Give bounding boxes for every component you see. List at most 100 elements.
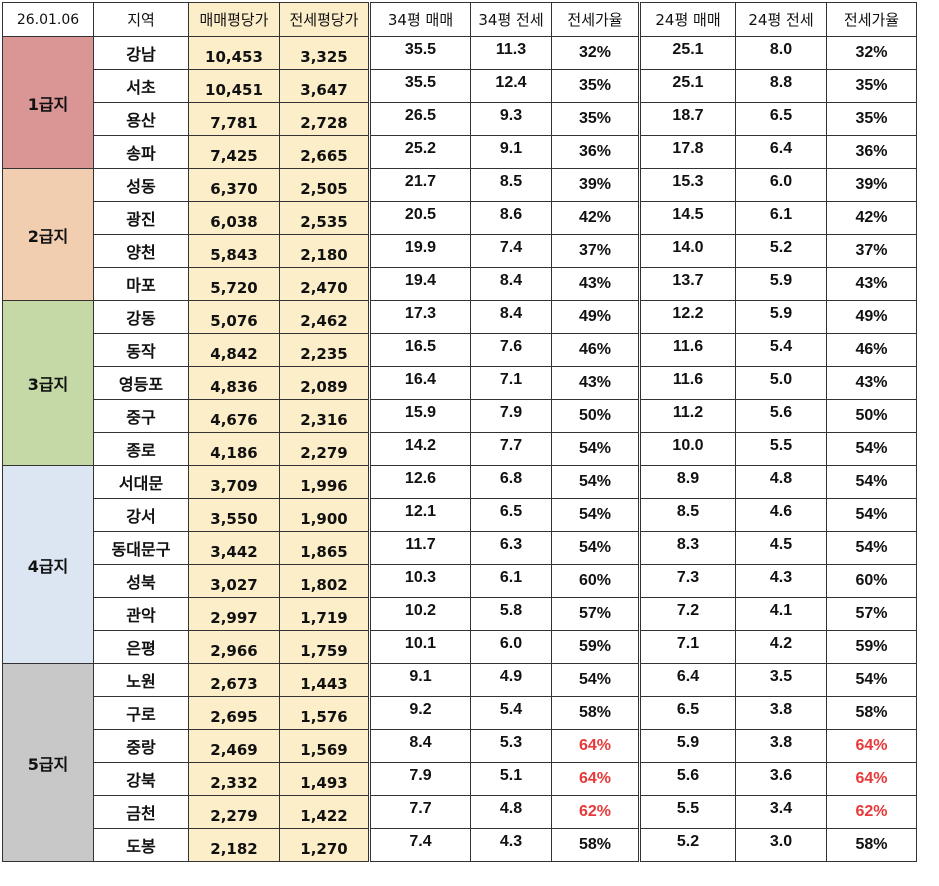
jeonse-per-pyeong-cell: 2,089 <box>279 366 370 400</box>
sale-34-cell: 26.5 <box>368 102 471 136</box>
jeonse-per-pyeong-cell: 2,728 <box>279 102 370 136</box>
jeonse-24-cell: 3.8 <box>735 696 827 730</box>
ratio-24-cell: 42% <box>826 201 917 235</box>
jeonse-34-cell: 6.1 <box>470 564 552 598</box>
table-row: 관악 2,997 1,719 10.2 5.8 57% 7.2 4.1 57% <box>3 597 917 631</box>
sale-per-pyeong-cell: 10,451 <box>188 69 280 103</box>
sale-per-pyeong-cell: 4,842 <box>188 333 280 367</box>
tier-label: 2급지 <box>2 168 94 301</box>
jeonse-24-cell: 8.0 <box>735 36 827 70</box>
ratio-24-cell: 32% <box>826 36 917 70</box>
region-cell: 성북 <box>93 564 189 598</box>
sale-per-pyeong-cell: 2,182 <box>188 828 280 862</box>
jeonse-per-pyeong-cell: 1,443 <box>279 663 370 697</box>
table-body: 1급지 강남 10,453 3,325 35.5 11.3 32% 25.1 8.0 32% 서초 1… <box>2 36 917 862</box>
sale-24-cell: 6.5 <box>638 696 736 730</box>
ratio-24-cell: 60% <box>826 564 917 598</box>
jeonse-per-pyeong-cell: 2,235 <box>279 333 370 367</box>
ratio-24-cell: 54% <box>826 498 917 532</box>
region-cell: 노원 <box>93 663 189 697</box>
jeonse-24-cell: 4.3 <box>735 564 827 598</box>
jeonse-24-cell: 5.9 <box>735 267 827 301</box>
jeonse-24-cell: 5.6 <box>735 399 827 433</box>
jeonse-per-pyeong-cell: 2,462 <box>279 300 370 334</box>
sale-24-cell: 6.4 <box>638 663 736 697</box>
sale-24-cell: 25.1 <box>638 36 736 70</box>
ratio-24-cell: 36% <box>826 135 917 169</box>
ratio-34-cell: 50% <box>551 399 640 433</box>
table-row: 은평 2,966 1,759 10.1 6.0 59% 7.1 4.2 59% <box>3 630 917 664</box>
jeonse-per-pyeong-cell: 1,576 <box>279 696 370 730</box>
sale-per-pyeong-cell: 6,038 <box>188 201 280 235</box>
jeonse-34-cell: 8.4 <box>470 267 552 301</box>
region-cell: 영등포 <box>93 366 189 400</box>
sale-24-cell: 14.0 <box>638 234 736 268</box>
jeonse-per-pyeong-cell: 1,865 <box>279 531 370 565</box>
sale-34-cell: 9.1 <box>368 663 471 697</box>
jeonse-per-pyeong-cell: 1,270 <box>279 828 370 862</box>
sale-per-pyeong-cell: 3,550 <box>188 498 280 532</box>
sale-per-pyeong-cell: 4,676 <box>188 399 280 433</box>
sale-34-cell: 14.2 <box>368 432 471 466</box>
sale-24-cell: 8.3 <box>638 531 736 565</box>
jeonse-34-cell: 4.3 <box>470 828 552 862</box>
ratio-34-cell: 59% <box>551 630 640 664</box>
jeonse-per-pyeong-cell: 2,180 <box>279 234 370 268</box>
sale-per-pyeong-cell: 5,720 <box>188 267 280 301</box>
region-cell: 관악 <box>93 597 189 631</box>
ratio-24-cell: 50% <box>826 399 917 433</box>
table-row: 양천 5,843 2,180 19.9 7.4 37% 14.0 5.2 37% <box>3 234 917 268</box>
jeonse-34-cell: 7.7 <box>470 432 552 466</box>
jeonse-34-cell: 4.8 <box>470 795 552 829</box>
jeonse-24-cell: 5.9 <box>735 300 827 334</box>
sale-per-pyeong-cell: 5,076 <box>188 300 280 334</box>
table-row: 광진 6,038 2,535 20.5 8.6 42% 14.5 6.1 42% <box>3 201 917 235</box>
region-cell: 강서 <box>93 498 189 532</box>
jeonse-per-pyeong-cell: 1,569 <box>279 729 370 763</box>
jeonse-per-pyeong-cell: 2,279 <box>279 432 370 466</box>
sale-34-cell: 9.2 <box>368 696 471 730</box>
sale-34-cell: 10.3 <box>368 564 471 598</box>
jeonse-per-pyeong-cell: 1,422 <box>279 795 370 829</box>
region-cell: 은평 <box>93 630 189 664</box>
table-row: 송파 7,425 2,665 25.2 9.1 36% 17.8 6.4 36% <box>3 135 917 169</box>
ratio-34-cell: 32% <box>551 36 640 70</box>
sale-34-cell: 35.5 <box>368 36 471 70</box>
jeonse-per-pyeong-cell: 2,316 <box>279 399 370 433</box>
jeonse-per-pyeong-cell: 2,535 <box>279 201 370 235</box>
sale-24-cell: 11.6 <box>638 333 736 367</box>
tier-label: 4급지 <box>2 465 94 664</box>
sale-34-cell: 19.9 <box>368 234 471 268</box>
price-table: 26.01.06 지역 매매평당가 전세평당가 34평 매매 34평 전세 전세… <box>2 2 917 862</box>
jeonse-24-cell: 5.0 <box>735 366 827 400</box>
header-jeonse-24: 24평 전세 <box>735 2 827 37</box>
jeonse-34-cell: 5.8 <box>470 597 552 631</box>
header-jeonse-per-pyeong: 전세평당가 <box>279 2 370 37</box>
ratio-34-cell: 43% <box>551 267 640 301</box>
jeonse-34-cell: 5.3 <box>470 729 552 763</box>
sale-24-cell: 5.5 <box>638 795 736 829</box>
jeonse-24-cell: 4.1 <box>735 597 827 631</box>
sale-34-cell: 12.1 <box>368 498 471 532</box>
jeonse-per-pyeong-cell: 1,802 <box>279 564 370 598</box>
header-region: 지역 <box>93 2 189 37</box>
sale-34-cell: 25.2 <box>368 135 471 169</box>
ratio-34-cell: 43% <box>551 366 640 400</box>
ratio-24-cell: 35% <box>826 102 917 136</box>
ratio-34-cell: 54% <box>551 432 640 466</box>
ratio-24-cell: 49% <box>826 300 917 334</box>
ratio-24-cell: 57% <box>826 597 917 631</box>
ratio-34-cell: 58% <box>551 696 640 730</box>
sale-24-cell: 14.5 <box>638 201 736 235</box>
region-cell: 강북 <box>93 762 189 796</box>
sale-34-cell: 10.2 <box>368 597 471 631</box>
ratio-34-cell: 46% <box>551 333 640 367</box>
table-row: 5급지 노원 2,673 1,443 9.1 4.9 54% 6.4 3.5 54% <box>2 663 917 862</box>
jeonse-34-cell: 8.6 <box>470 201 552 235</box>
jeonse-24-cell: 3.0 <box>735 828 827 862</box>
jeonse-24-cell: 3.4 <box>735 795 827 829</box>
region-cell: 서초 <box>93 69 189 103</box>
jeonse-34-cell: 5.1 <box>470 762 552 796</box>
sale-34-cell: 15.9 <box>368 399 471 433</box>
region-cell: 용산 <box>93 102 189 136</box>
